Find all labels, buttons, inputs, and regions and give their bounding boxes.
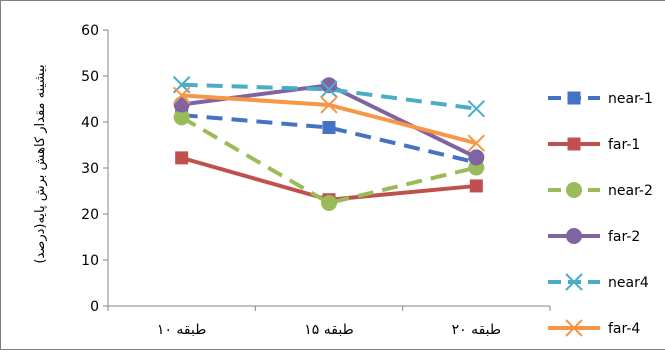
legend-label-far-4: far-4 <box>608 321 640 337</box>
legend-marker-near-2 <box>566 182 582 198</box>
x-tick-label: ۱۵ طبقه <box>304 322 353 338</box>
x-tick-label: ۱۰ طبقه <box>157 322 206 338</box>
data-point-near-2 <box>321 195 337 211</box>
data-point-far-1 <box>470 179 483 192</box>
legend-label-near-2: near-2 <box>608 183 653 199</box>
y-tick-label: 40 <box>81 115 99 131</box>
data-point-far-2 <box>321 77 337 93</box>
y-tick-label: 0 <box>90 299 99 315</box>
legend-label-far-2: far-2 <box>608 229 640 245</box>
legend-marker-far-1 <box>568 138 581 151</box>
data-point-far-2 <box>174 97 190 113</box>
y-tick-label: 50 <box>81 69 99 85</box>
y-axis-label: بیشینه مقدار کاهش برش پایه(درصد) <box>33 64 48 263</box>
data-point-far-2 <box>468 149 484 165</box>
data-point-near-1 <box>323 121 336 134</box>
y-tick-label: 10 <box>81 253 99 269</box>
legend-label-far-1: far-1 <box>608 137 640 153</box>
x-tick-label: ۲۰ طبقه <box>452 322 501 338</box>
legend-label-near4: near4 <box>608 275 649 291</box>
y-tick-label: 30 <box>81 161 99 177</box>
legend-marker-near-1 <box>568 92 581 105</box>
data-point-far-1 <box>175 151 188 164</box>
y-tick-label: 60 <box>81 23 99 39</box>
legend-label-near-1: near-1 <box>608 91 653 107</box>
y-tick-label: 20 <box>81 207 99 223</box>
legend-marker-far-2 <box>566 228 582 244</box>
